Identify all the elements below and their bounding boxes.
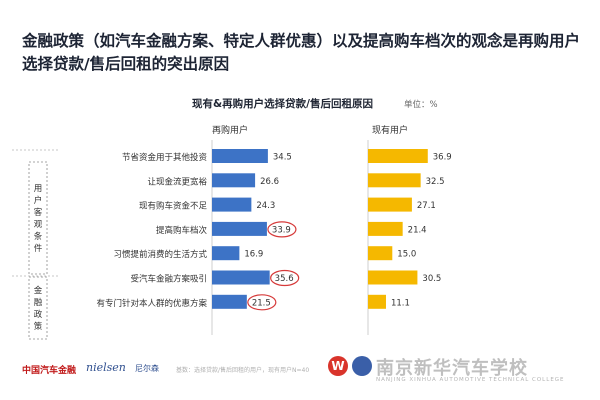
value-label: 11.1 xyxy=(391,298,410,308)
watermark-logo-icon: W xyxy=(328,356,348,376)
bar xyxy=(368,270,418,285)
value-label: 30.5 xyxy=(422,274,441,284)
china-auto-finance-logo: 中国汽车金融 xyxy=(22,366,77,376)
value-label: 15.0 xyxy=(397,250,416,260)
bar xyxy=(212,246,240,261)
watermark: W 南京新华汽车学校 NANJING XINHUA AUTOMOTIVE TEC… xyxy=(328,352,596,388)
group-label-char: 用 xyxy=(34,184,43,194)
bar xyxy=(368,173,421,188)
category-label: 提高购车档次 xyxy=(156,225,208,236)
bar xyxy=(212,173,256,188)
category-label: 习惯提前消费的生活方式 xyxy=(113,249,207,260)
group-label-char: 融 xyxy=(34,297,43,308)
watermark-subtext: NANJING XINHUA AUTOMOTIVE TECHNICAL COLL… xyxy=(376,377,565,383)
nielsen-logo: nielsen xyxy=(86,361,126,374)
group-label-char: 件 xyxy=(34,243,43,254)
bar xyxy=(368,149,428,163)
group-bracket xyxy=(28,276,48,340)
unit-label: 单位：% xyxy=(404,100,438,110)
group-label-char: 金 xyxy=(34,285,43,296)
series-header: 现有用户 xyxy=(372,124,408,136)
value-label: 35.6 xyxy=(275,274,294,284)
base-note: 基数：选择贷款/售后回租的用户，现有用户N=40 xyxy=(176,367,310,374)
footer: 中国汽车金融 nielsen 尼尔森 基数：选择贷款/售后回租的用户，现有用户N… xyxy=(0,350,600,400)
chart-title: 现有&再购用户选择贷款/售后回租原因 xyxy=(192,98,373,110)
bar xyxy=(368,294,386,309)
group-label-char: 客 xyxy=(34,207,43,218)
page-title: 金融政策（如汽车金融方案、特定人群优惠）以及提高购车档次的观念是再购用户选择贷款… xyxy=(22,32,581,73)
highlight-circle xyxy=(270,269,300,287)
group-label-char: 政 xyxy=(34,309,43,320)
bar xyxy=(212,270,270,285)
bar xyxy=(212,221,267,236)
group-label-char: 条 xyxy=(34,231,43,242)
category-label: 有专门针对本人群的优惠方案 xyxy=(96,298,207,309)
value-label: 21.5 xyxy=(252,298,271,308)
highlight-circle xyxy=(267,221,297,238)
bar xyxy=(368,246,393,261)
group-label-char: 观 xyxy=(34,220,43,230)
watermark-badge-icon xyxy=(352,356,372,376)
value-label: 33.9 xyxy=(272,225,291,235)
value-label: 26.6 xyxy=(260,177,279,187)
category-label: 节省资金用于其他投资 xyxy=(122,152,208,163)
value-label: 24.3 xyxy=(256,201,275,211)
value-label: 27.1 xyxy=(417,201,436,211)
bar xyxy=(368,221,403,236)
group-label-char: 策 xyxy=(34,321,43,332)
highlight-circle xyxy=(247,294,277,311)
value-label: 34.5 xyxy=(273,153,292,163)
bar xyxy=(212,294,247,309)
watermark-text: 南京新华汽车学校 xyxy=(376,358,528,379)
category-label: 受汽车金融方案吸引 xyxy=(130,274,207,285)
bar xyxy=(212,197,252,212)
series-header: 再购用户 xyxy=(212,124,248,136)
bar xyxy=(212,149,268,163)
value-label: 32.5 xyxy=(426,177,445,187)
bar xyxy=(368,197,412,212)
value-label: 16.9 xyxy=(244,250,263,260)
category-label: 现有购车资金不足 xyxy=(139,201,208,212)
value-label: 21.4 xyxy=(408,225,427,235)
group-label-char: 户 xyxy=(34,195,43,206)
value-label: 36.9 xyxy=(433,153,452,163)
category-label: 让现金流更宽裕 xyxy=(147,176,207,187)
nielsen-logo-cn: 尼尔森 xyxy=(135,364,159,373)
group-bracket xyxy=(28,161,48,275)
